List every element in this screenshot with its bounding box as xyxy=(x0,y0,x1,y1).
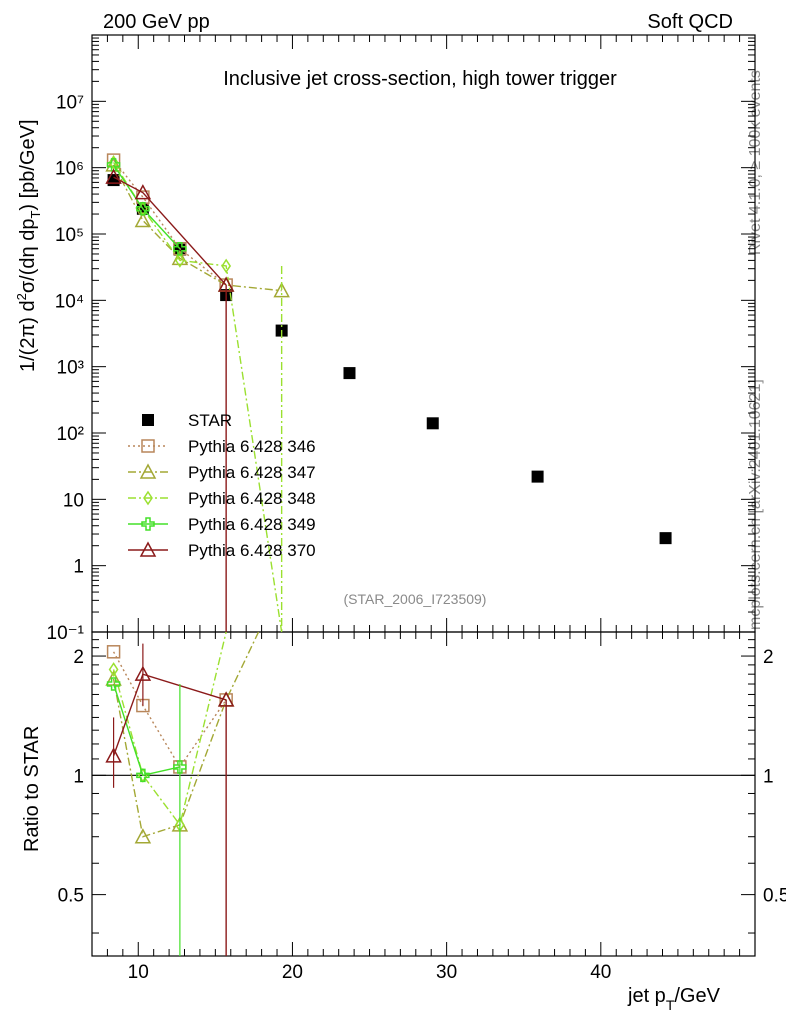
main-y-axis-label: 1/(2π) d2σ/(dη dpT) [pb/GeV] xyxy=(14,119,43,372)
ratio-y-tick-label: 0.5 xyxy=(58,886,84,907)
x-tick-label: 30 xyxy=(436,962,457,983)
y-tick-label: 10³ xyxy=(57,358,84,379)
series-pythia-6-428-348 xyxy=(108,155,283,633)
data-point xyxy=(134,211,152,228)
series-line xyxy=(112,164,282,292)
ratio-y-tick-label: 2 xyxy=(73,647,84,668)
ratio-line xyxy=(112,683,181,777)
x-tick-label: 40 xyxy=(590,962,611,983)
x-tick-label: 10 xyxy=(128,962,149,983)
data-point xyxy=(106,158,121,172)
ratio-line xyxy=(112,631,260,838)
ratio-series-pythia-6-428-346 xyxy=(106,645,233,774)
series-pythia-6-428-349 xyxy=(106,158,187,256)
ratio-series-pythia-6-428-349 xyxy=(106,677,187,783)
legend-marker xyxy=(139,541,157,557)
legend-label: Pythia 6.428 347 xyxy=(188,463,316,482)
legend-item: Pythia 6.428 348 xyxy=(128,489,316,508)
legend: STAR Pythia 6.428 346 Pythia 6.428 347 Pyth… xyxy=(128,411,316,560)
legend-item: STAR xyxy=(142,411,232,430)
ratio-series-pythia-6-428-370 xyxy=(105,665,235,763)
data-point xyxy=(659,532,672,545)
ratio-y-axis-label: Ratio to STAR xyxy=(21,726,43,852)
svg-text:1/(2π) d2σ/(dη dpT) [pb/GeV]: 1/(2π) d2σ/(dη dpT) [pb/GeV] xyxy=(14,119,43,372)
y-tick-label: 10² xyxy=(57,424,84,445)
legend-marker xyxy=(142,414,154,426)
data-point xyxy=(134,184,152,200)
data-point xyxy=(105,168,122,184)
data-point xyxy=(531,470,544,483)
legend-item: Pythia 6.428 346 xyxy=(128,437,316,456)
main-axis-ticks: 10⁻¹ 1 10 10² 10³ 10⁴ 10⁵ 10⁶ 10⁷ xyxy=(47,35,755,644)
main-data-layer xyxy=(105,153,672,633)
x-tick-label: 20 xyxy=(282,962,303,983)
y-tick-label: 10 xyxy=(63,490,84,511)
ratio-point xyxy=(134,828,152,844)
ratio-y-tick-label: 1 xyxy=(763,766,774,787)
series-line xyxy=(113,164,181,250)
header-left: 200 GeV pp xyxy=(103,11,210,33)
ratio-y-tick-label: 2 xyxy=(763,647,774,668)
header-right: Soft QCD xyxy=(647,11,733,33)
y-tick-label: 10⁻¹ xyxy=(47,623,85,644)
ratio-point xyxy=(108,662,119,677)
legend-item: Pythia 6.428 349 xyxy=(128,515,316,534)
legend-label: STAR xyxy=(188,411,232,430)
y-tick-label: 10⁵ xyxy=(55,225,84,246)
legend-label: Pythia 6.428 370 xyxy=(188,541,316,560)
plot-title: Inclusive jet cross-section, high tower … xyxy=(223,68,617,90)
legend-item: Pythia 6.428 370 xyxy=(128,541,316,560)
legend-marker xyxy=(141,517,155,531)
ratio-y-tick-label: 1 xyxy=(73,766,84,787)
ratio-point xyxy=(106,645,121,659)
legend-label: Pythia 6.428 346 xyxy=(188,437,316,456)
y-tick-label: 10⁷ xyxy=(56,92,84,113)
y-tick-label: 1 xyxy=(73,557,84,578)
legend-marker xyxy=(141,439,155,453)
data-point xyxy=(426,417,439,430)
ratio-point xyxy=(136,768,150,783)
ratio-line xyxy=(112,651,227,769)
ratio-series-pythia-6-428-347 xyxy=(105,631,260,844)
ratio-line xyxy=(112,673,227,757)
x-axis-label: jet pT/GeV xyxy=(627,985,721,1013)
data-point xyxy=(343,367,356,380)
ratio-data-layer xyxy=(105,631,260,956)
legend-label: Pythia 6.428 349 xyxy=(188,515,316,534)
data-point xyxy=(174,253,185,268)
svg-text:jet pT/GeV: jet pT/GeV xyxy=(627,985,721,1013)
ratio-axis-ticks: 10 20 30 40 0.5 0.5 1 1 2 2 xyxy=(58,632,786,983)
ratio-point xyxy=(173,760,187,774)
series-pythia-6-428-347 xyxy=(105,156,290,298)
ratio-y-tick-label: 0.5 xyxy=(763,886,786,907)
data-point xyxy=(136,202,150,216)
data-point xyxy=(273,282,290,298)
y-tick-label: 10⁶ xyxy=(55,159,84,180)
legend-item: Pythia 6.428 347 xyxy=(128,463,316,482)
ratio-line xyxy=(112,631,227,827)
data-point xyxy=(173,241,187,256)
legend-marker xyxy=(143,490,153,506)
ratio-plot-frame xyxy=(91,631,756,957)
series-pythia-6-428-370 xyxy=(105,168,235,292)
ratio-series-pythia-6-428-348 xyxy=(108,631,227,833)
y-tick-label: 10⁴ xyxy=(55,291,84,312)
series-line xyxy=(113,159,227,286)
ratio-point xyxy=(106,677,121,691)
data-point xyxy=(171,249,189,266)
series-line xyxy=(112,162,283,633)
series-line xyxy=(113,176,227,286)
data-point xyxy=(221,258,232,274)
legend-label: Pythia 6.428 348 xyxy=(188,489,316,508)
legend-marker xyxy=(139,463,157,479)
analysis-id-label: (STAR_2006_I723509) xyxy=(344,591,487,607)
